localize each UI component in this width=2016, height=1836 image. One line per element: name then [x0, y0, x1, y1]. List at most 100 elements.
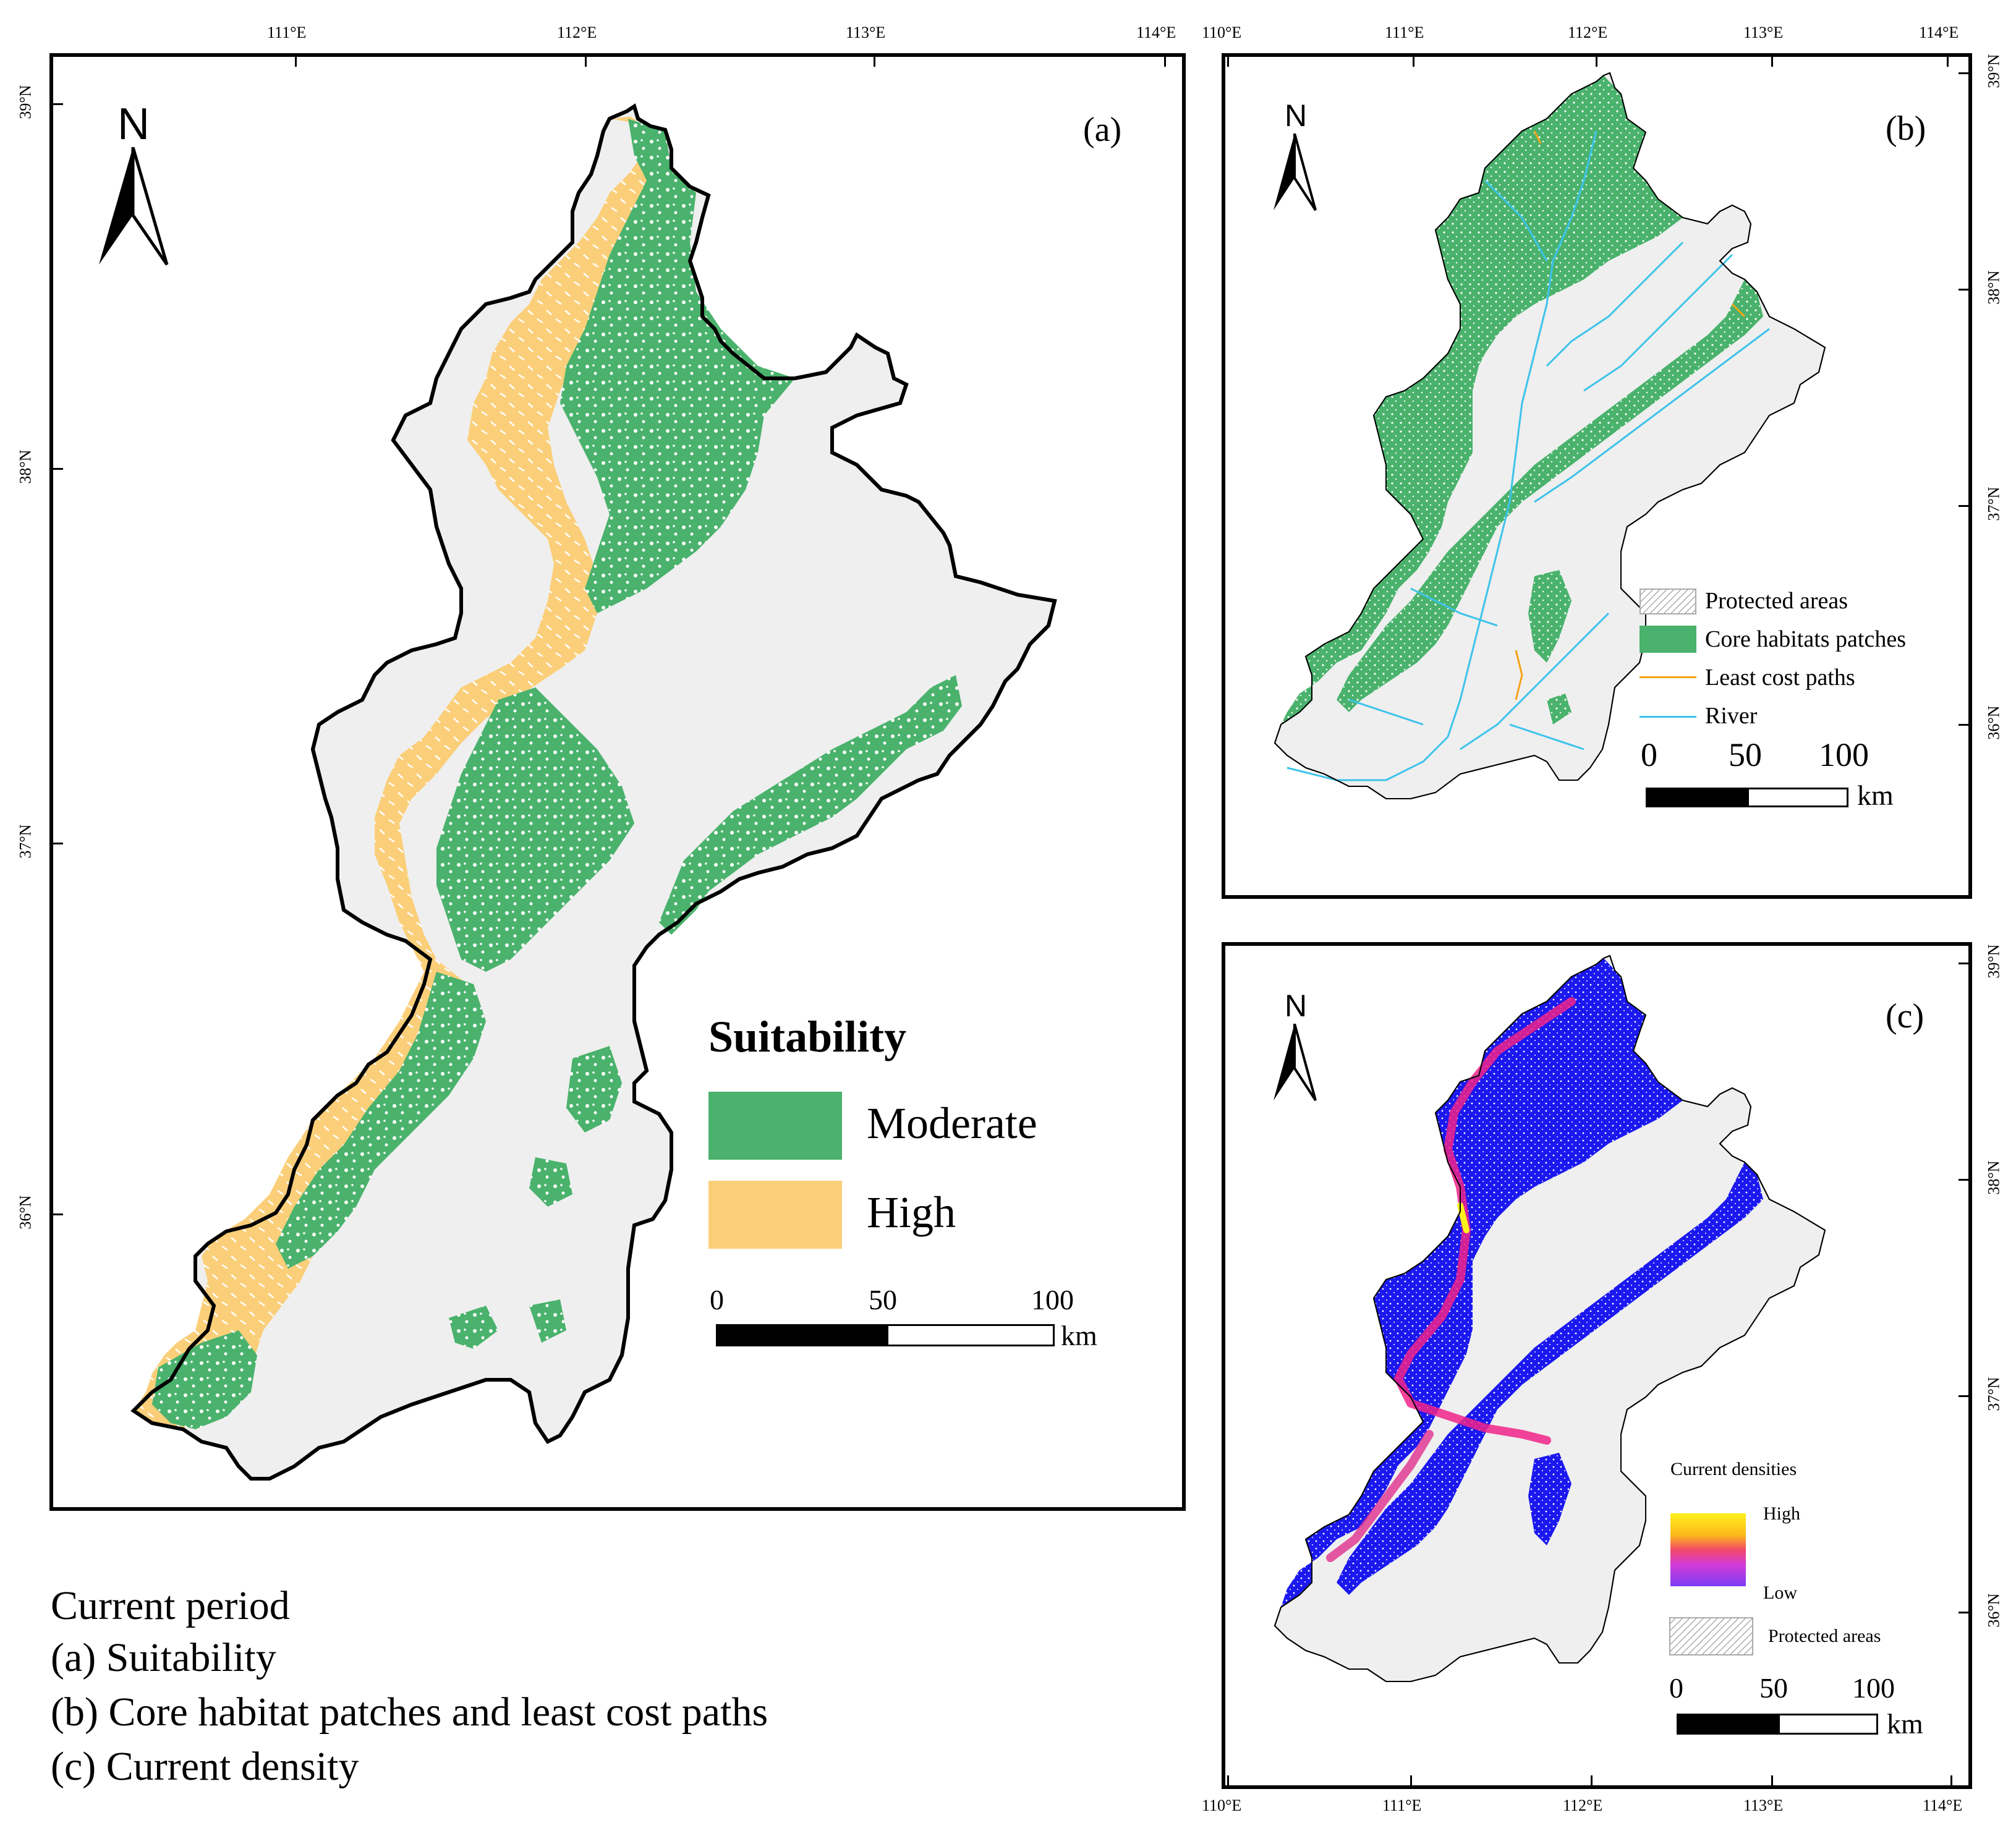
scale-bar-black: [716, 1324, 890, 1346]
north-label: N: [1285, 98, 1308, 133]
scale-unit: km: [1857, 780, 1894, 811]
moderate-suitability-area: [152, 1330, 257, 1429]
region-border: [1274, 72, 1826, 799]
tick-mark: [1950, 1775, 1952, 1789]
current-legend-protected: Protected areas: [1768, 1626, 1881, 1646]
panel-c-right-tick: 37°N: [1984, 1377, 2003, 1411]
tick-mark: [1164, 53, 1166, 67]
panel-c-map: [1274, 954, 1826, 1682]
scale-label: 0: [710, 1284, 724, 1315]
panel-c-letter: (c): [1886, 997, 1925, 1035]
tick-mark: [585, 53, 587, 67]
panel-c-bottom-tick: 112°E: [1563, 1796, 1603, 1814]
scale-label: 100: [1819, 736, 1869, 773]
scale-bar-white: [887, 1324, 1055, 1346]
panel-b-letter: (b): [1886, 109, 1926, 148]
panel-c-right-tick: 39°N: [1984, 944, 2003, 979]
region-border: [130, 103, 1057, 1481]
caption-line: (c) Current density: [51, 1744, 359, 1789]
current-density-area: [1281, 958, 1683, 1607]
panel-a-left-tick: 39°N: [16, 85, 35, 119]
tick-mark: [1959, 724, 1972, 726]
moderate-suitability-area: [659, 675, 962, 935]
moderate-suitability-area: [529, 1157, 572, 1207]
tick-mark: [295, 53, 297, 67]
north-arrow-icon: N: [1270, 988, 1319, 1105]
panel-b-right-tick: 36°N: [1984, 705, 2003, 740]
legend-swatch-protected: [1640, 589, 1696, 614]
high-suitability-area: [134, 116, 671, 1429]
panel-b-top-tick: 113°E: [1743, 23, 1784, 41]
tick-mark: [1959, 963, 1972, 964]
legend-label-least-cost: Least cost paths: [1705, 665, 1855, 691]
north-label: N: [1285, 988, 1308, 1023]
tick-mark: [1227, 53, 1229, 67]
caption-line: Current period: [51, 1583, 290, 1628]
legend-swatch-protected: [1669, 1617, 1753, 1655]
panel-a-letter: (a): [1083, 111, 1122, 149]
panel-a-left-tick: 36°N: [16, 1195, 35, 1230]
legend-swatch-core: [1640, 626, 1696, 653]
scale-label: 50: [869, 1284, 897, 1315]
tick-mark: [1959, 505, 1972, 507]
core-habitat-patches: [1528, 570, 1572, 663]
least-cost-paths: [1515, 130, 1746, 700]
panel-c-bottom-tick: 110°E: [1202, 1796, 1242, 1814]
caption-line: (a) Suitability: [51, 1635, 276, 1680]
tick-mark: [1771, 1775, 1773, 1789]
current-legend-high: High: [1763, 1503, 1800, 1524]
tick-mark: [49, 843, 63, 844]
current-corridor: [1394, 997, 1576, 1445]
current-legend-low: Low: [1763, 1583, 1797, 1603]
legend-title: Suitability: [708, 1012, 907, 1061]
rivers: [1287, 130, 1770, 781]
legend-label-high: High: [867, 1188, 956, 1237]
panel-b-top-tick: 110°E: [1202, 23, 1242, 41]
moderate-suitability-area: [529, 1299, 566, 1343]
legend-swatch-river: [1640, 716, 1696, 718]
panel-a-left-tick: 37°N: [16, 824, 35, 859]
legend-swatch-least-cost: [1640, 676, 1696, 678]
panel-b-right-tick: 38°N: [1984, 270, 2003, 305]
scale-unit: km: [1061, 1320, 1097, 1351]
panel-b-top-tick: 111°E: [1385, 23, 1424, 41]
legend-swatch-high: [708, 1181, 842, 1249]
legend-label-river: River: [1705, 703, 1758, 729]
panel-a-left-tick: 38°N: [16, 449, 35, 484]
panel-a-frame: [49, 53, 1186, 1511]
panel-b-top-tick: 114°E: [1919, 23, 1959, 41]
panel-c-bottom-tick: 113°E: [1743, 1796, 1784, 1814]
moderate-suitability-area: [436, 687, 634, 972]
scale-bar-white: [1747, 788, 1848, 807]
panel-a-top-tick: 112°E: [557, 23, 597, 41]
current-corridor: [1326, 1430, 1434, 1562]
current-legend-title: Current densities: [1670, 1459, 1797, 1479]
panel-a-top-tick: 113°E: [846, 23, 886, 41]
panel-a-top-tick: 114°E: [1136, 23, 1176, 41]
panel-b-right-tick: 37°N: [1984, 487, 2003, 521]
scale-label: 0: [1669, 1672, 1683, 1704]
panel-c-bottom-tick: 114°E: [1923, 1796, 1963, 1814]
tick-mark: [1413, 53, 1414, 67]
panel-c-bottom-tick: 111°E: [1382, 1796, 1422, 1814]
tick-mark: [1959, 289, 1972, 291]
panel-c-right-tick: 36°N: [1984, 1593, 2003, 1628]
core-habitat-patches: [1547, 694, 1572, 725]
caption-line: (b) Core habitat patches and least cost …: [51, 1689, 768, 1735]
moderate-suitability-area: [276, 972, 486, 1269]
moderate-suitability-area: [449, 1306, 498, 1349]
scale-bar-white: [1778, 1714, 1878, 1735]
legend-swatch-moderate: [708, 1092, 842, 1160]
panel-c-right-tick: 38°N: [1984, 1160, 2003, 1195]
tick-mark: [1947, 53, 1949, 67]
north-arrow-icon: N: [1270, 98, 1319, 215]
scale-bar-black: [1646, 788, 1751, 807]
moderate-suitability-area: [560, 119, 795, 613]
legend-label-protected: Protected areas: [1705, 588, 1848, 614]
panel-b-top-tick: 112°E: [1568, 23, 1608, 41]
tick-mark: [874, 53, 875, 67]
tick-mark: [1591, 1775, 1593, 1789]
current-density-area: [1528, 1453, 1572, 1545]
moderate-suitability-area: [566, 1046, 622, 1133]
tick-mark: [1959, 1612, 1972, 1613]
